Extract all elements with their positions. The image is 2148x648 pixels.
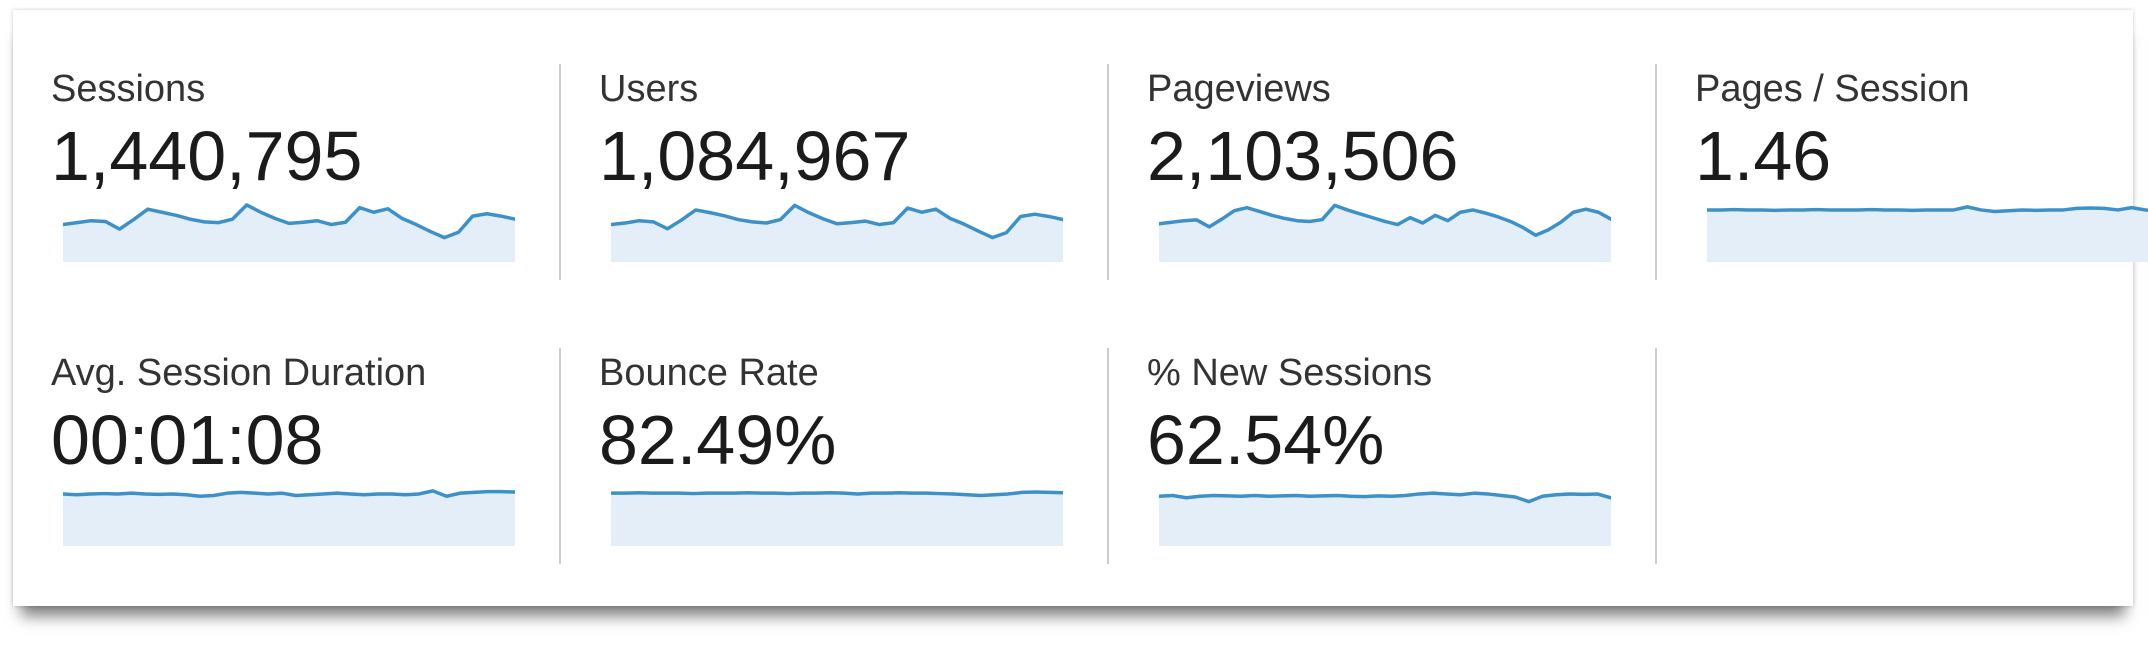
empty-cell — [1657, 294, 2148, 578]
metric-card-bounce-rate[interactable]: Bounce Rate 82.49% — [561, 294, 1109, 578]
metric-label-pageviews[interactable]: Pageviews — [1147, 68, 1331, 110]
metric-card-pages-per-session[interactable]: Pages / Session 1.46 — [1657, 10, 2148, 294]
metric-card-users[interactable]: Users 1,084,967 — [561, 10, 1109, 294]
metric-card-percent-new-sessions[interactable]: % New Sessions 62.54% — [1109, 294, 1657, 578]
metric-value-bounce-rate: 82.49% — [599, 401, 837, 479]
metric-value-pageviews: 2,103,506 — [1147, 117, 1459, 195]
bounce-rate-sparkline-chart — [611, 482, 1063, 546]
metrics-panel: Sessions 1,440,795 Users 1,084,967 Pagev… — [13, 10, 2148, 606]
metric-card-avg-session-duration[interactable]: Avg. Session Duration 00:01:08 — [13, 294, 561, 578]
metric-value-pages-per-session: 1.46 — [1695, 117, 1832, 195]
metric-card-sessions[interactable]: Sessions 1,440,795 — [13, 10, 561, 294]
metric-label-bounce-rate[interactable]: Bounce Rate — [599, 352, 819, 394]
metric-label-sessions[interactable]: Sessions — [51, 68, 206, 110]
metric-value-users: 1,084,967 — [599, 117, 911, 195]
metric-value-sessions: 1,440,795 — [51, 117, 363, 195]
users-sparkline-chart — [611, 198, 1063, 262]
metrics-grid: Sessions 1,440,795 Users 1,084,967 Pagev… — [13, 10, 2148, 578]
metric-value-avg-session-duration: 00:01:08 — [51, 401, 324, 479]
avg-session-duration-sparkline-chart — [63, 482, 515, 546]
metric-card-pageviews[interactable]: Pageviews 2,103,506 — [1109, 10, 1657, 294]
metric-value-percent-new-sessions: 62.54% — [1147, 401, 1385, 479]
metric-label-users[interactable]: Users — [599, 68, 699, 110]
sessions-sparkline-chart — [63, 198, 515, 262]
pageviews-sparkline-chart — [1159, 198, 1611, 262]
metric-label-percent-new-sessions[interactable]: % New Sessions — [1147, 352, 1433, 394]
percent-new-sessions-sparkline-chart — [1159, 482, 1611, 546]
metric-label-pages-per-session[interactable]: Pages / Session — [1695, 68, 1970, 110]
pages-per-session-sparkline-chart — [1707, 198, 2148, 262]
metric-label-avg-session-duration[interactable]: Avg. Session Duration — [51, 352, 427, 394]
